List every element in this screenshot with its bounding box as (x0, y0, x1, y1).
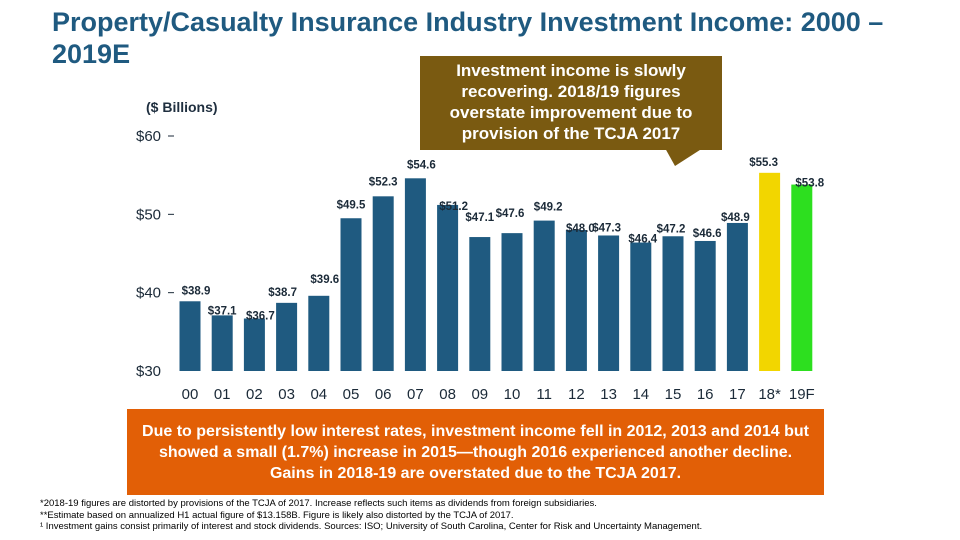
x-tick-label: 09 (471, 386, 488, 403)
data-label: $47.6 (496, 208, 525, 220)
x-tick-label: 04 (310, 386, 327, 403)
data-label: $38.7 (268, 287, 297, 299)
data-label: $38.9 (182, 285, 211, 297)
x-tick-label: 19F (789, 386, 815, 403)
data-label: $52.3 (369, 176, 398, 188)
data-label: $36.7 (246, 311, 275, 323)
data-label: $48.9 (721, 212, 750, 224)
bars (179, 172, 813, 371)
bar-06 (372, 196, 394, 371)
data-labels: $38.9 $37.1 $36.7 $38.7 $39.6 $49.5$52.3 $54.6… (182, 157, 825, 323)
y-tick-label: $40 (136, 285, 161, 302)
bar-16 (694, 240, 716, 371)
data-label: $53.8 (795, 178, 824, 190)
callout-top: Investment income is slowly recovering. … (420, 56, 722, 150)
footnotes: *2018-19 figures are distorted by provis… (40, 498, 940, 533)
data-label: $47.1 (465, 212, 494, 224)
callout-top-pointer (665, 148, 703, 166)
x-tick-label: 03 (278, 386, 295, 403)
data-label: $55.3 (749, 157, 778, 169)
data-label: $46.6 (693, 228, 722, 240)
bar-17 (726, 222, 748, 371)
unit-label: ($ Billions) (146, 99, 218, 115)
x-tick-label: 11 (536, 386, 552, 403)
x-tick-label: 06 (375, 386, 392, 403)
data-label: $37.1 (208, 305, 237, 317)
bar-15 (662, 236, 684, 371)
bar-19F (791, 184, 813, 371)
bar-13 (598, 235, 620, 371)
bar-07 (404, 178, 426, 371)
data-label: $48.0 (566, 223, 595, 235)
bar-05 (340, 218, 362, 371)
x-tick-label: 00 (182, 386, 199, 403)
x-tick-label: 05 (343, 386, 360, 403)
data-label: $49.5 (337, 199, 366, 211)
data-label: $49.2 (534, 202, 563, 214)
x-tick-label: 13 (600, 386, 617, 403)
page-title: Property/Casualty Insurance Industry Inv… (52, 7, 884, 69)
data-label: $47.2 (657, 223, 686, 235)
footnote: **Estimate based on annualized H1 actual… (40, 509, 514, 521)
callout-bottom: Due to persistently low interest rates, … (127, 409, 824, 495)
bar-08 (437, 204, 459, 371)
x-tick-label: 12 (568, 386, 585, 403)
data-label: $51.2 (439, 201, 468, 213)
data-label: $54.6 (407, 159, 436, 171)
bar-00 (179, 301, 201, 371)
x-tick-label: 16 (697, 386, 714, 403)
bar-01 (211, 315, 233, 371)
x-tick-label: 08 (439, 386, 456, 403)
data-label: $46.4 (628, 234, 657, 246)
x-tick-label: 07 (407, 386, 424, 403)
y-tick-label: $30 (136, 363, 161, 380)
x-tick-label: 18* (758, 386, 781, 403)
x-tick-label: 02 (246, 386, 263, 403)
footnote: ¹ Investment gains consist primarily of … (40, 521, 703, 532)
bar-18 (759, 172, 781, 371)
y-axis: $30 $40 $50 $60 (136, 128, 174, 380)
x-axis: 00 01 02 03 04 05 06 07 08 09 10 11 12 13 14 15 16 17 18* 1… (182, 386, 815, 403)
bar-04 (308, 295, 330, 371)
bar-09 (469, 237, 491, 371)
bar-12 (565, 230, 587, 371)
x-tick-label: 10 (504, 386, 521, 403)
bar-03 (276, 302, 298, 371)
data-label: $47.3 (592, 222, 621, 234)
x-tick-label: 15 (665, 386, 682, 403)
data-label: $39.6 (310, 274, 339, 286)
footnote: *2018-19 figures are distorted by provis… (40, 498, 597, 509)
bar-10 (501, 233, 523, 371)
y-tick-label: $60 (136, 128, 161, 145)
bar-14 (630, 242, 652, 371)
bar-11 (533, 220, 555, 371)
x-tick-label: 17 (729, 386, 746, 403)
bar-02 (243, 318, 265, 371)
y-tick-label: $50 (136, 206, 161, 223)
x-tick-label: 01 (214, 386, 231, 403)
x-tick-label: 14 (632, 386, 649, 403)
